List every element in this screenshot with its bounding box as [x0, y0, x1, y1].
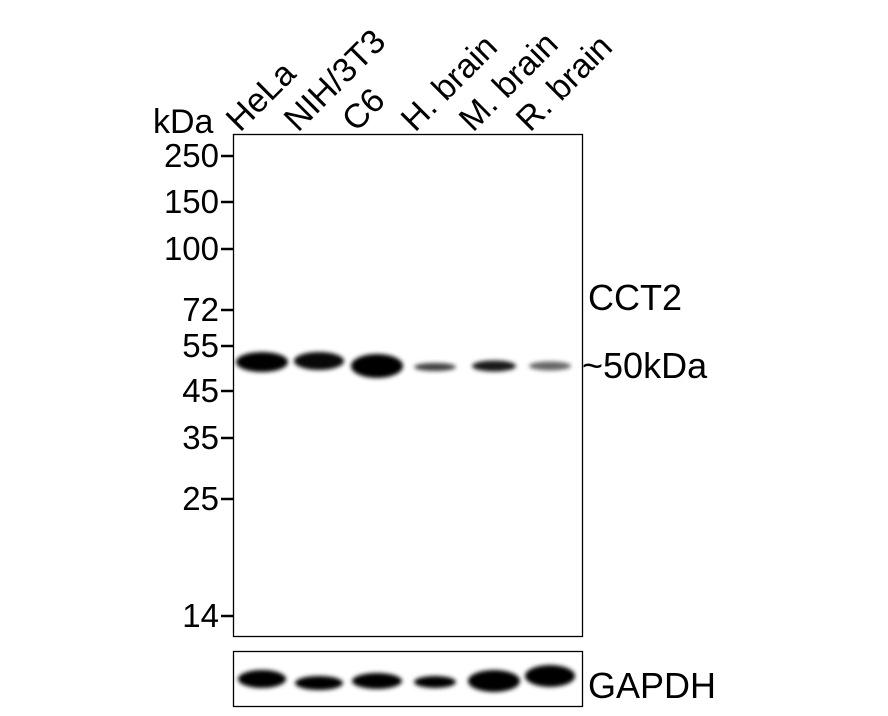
marker-label: 35 — [182, 419, 219, 456]
protein-band — [294, 352, 344, 370]
main-blot-panel — [232, 133, 584, 638]
gapdh-band — [525, 665, 575, 687]
marker-label: 72 — [182, 291, 219, 328]
target-name: CCT2 — [588, 277, 682, 318]
marker-label: 150 — [164, 183, 219, 220]
gapdh-band — [468, 670, 520, 692]
gapdh-band — [295, 676, 343, 690]
protein-band — [414, 363, 456, 371]
marker-label: 250 — [164, 137, 219, 174]
gapdh-band — [414, 676, 456, 688]
marker-label: 45 — [182, 372, 219, 409]
protein-band — [351, 354, 403, 378]
protein-band — [529, 361, 571, 371]
gapdh-blot-panel — [232, 650, 584, 708]
marker-label: 25 — [182, 480, 219, 517]
marker-label: 55 — [182, 327, 219, 364]
marker-label: 100 — [164, 230, 219, 267]
gapdh-band — [238, 670, 286, 688]
gapdh-band — [352, 673, 402, 689]
unit-label: kDa — [153, 103, 214, 141]
protein-band — [472, 360, 516, 372]
target-size: ~50kDa — [582, 345, 708, 386]
loading-control-label: GAPDH — [588, 665, 716, 706]
protein-band — [236, 352, 288, 372]
marker-label: 14 — [182, 597, 219, 634]
